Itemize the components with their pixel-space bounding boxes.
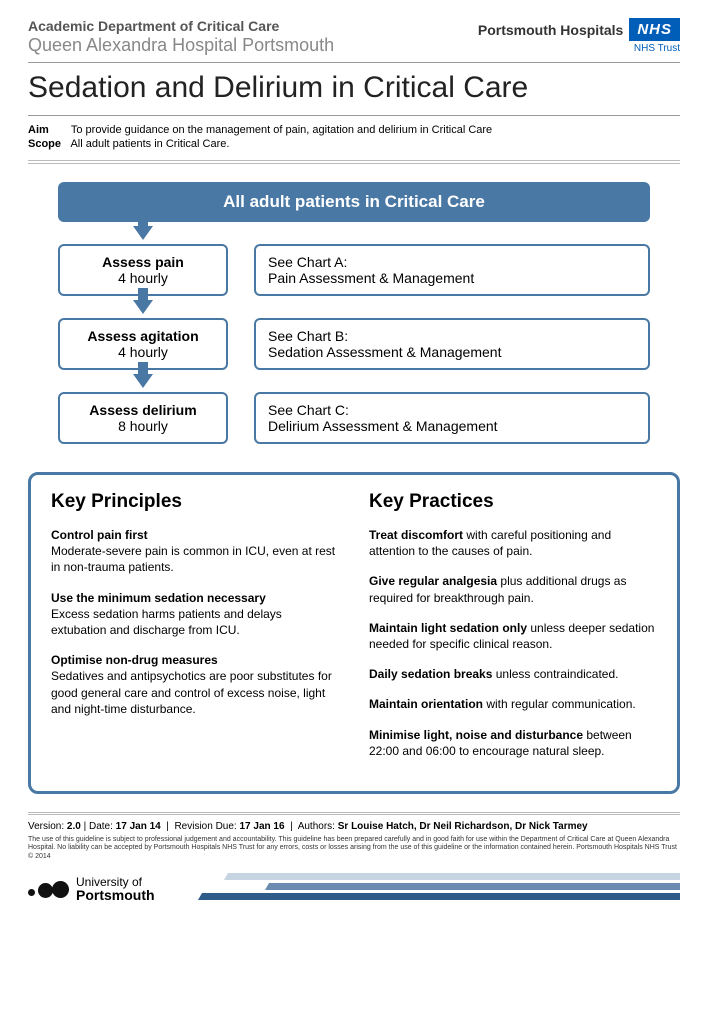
- flowchart: All adult patients in Critical Care Asse…: [28, 182, 680, 444]
- principle-item: Optimise non-drug measures Sedatives and…: [51, 652, 339, 717]
- flow-left-title: Assess pain: [72, 254, 214, 270]
- aim-label: Aim: [28, 124, 68, 136]
- scope-text: All adult patients in Critical Care.: [70, 138, 229, 150]
- document-header: Academic Department of Critical Care Que…: [28, 18, 680, 56]
- flow-right-title: See Chart A:: [268, 254, 636, 270]
- aim-row: Aim To provide guidance on the managemen…: [28, 124, 680, 136]
- key-principles-col: Key Principles Control pain first Modera…: [51, 491, 339, 773]
- flow-right-sub: Pain Assessment & Management: [268, 270, 636, 286]
- divider: [28, 812, 680, 815]
- flow-left-title: Assess delirium: [72, 402, 214, 418]
- key-practices-heading: Key Practices: [369, 491, 657, 513]
- hospital-name: Queen Alexandra Hospital Portsmouth: [28, 35, 334, 56]
- footer-meta: Version: 2.0 | Date: 17 Jan 14 | Revisio…: [28, 821, 680, 832]
- arrow-icon: [133, 226, 153, 240]
- assess-delirium-box: Assess delirium 8 hourly: [58, 392, 228, 444]
- decorative-stripes: [165, 871, 680, 907]
- flow-right-title: See Chart C:: [268, 402, 636, 418]
- footer-bar: University of Portsmouth: [28, 871, 680, 907]
- university-mark-icon: [28, 875, 70, 903]
- practice-item: Give regular analgesia plus additional d…: [369, 573, 657, 605]
- scope-label: Scope: [28, 138, 68, 150]
- arrow-icon: [133, 374, 153, 388]
- uop-line2: Portsmouth: [76, 888, 155, 902]
- practice-item: Minimise light, noise and disturbance be…: [369, 727, 657, 759]
- principle-item: Use the minimum sedation necessary Exces…: [51, 590, 339, 639]
- key-practices-col: Key Practices Treat discomfort with care…: [369, 491, 657, 773]
- document-title: Sedation and Delirium in Critical Care: [28, 63, 680, 115]
- scope-row: Scope All adult patients in Critical Car…: [28, 138, 680, 150]
- flow-right-sub: Delirium Assessment & Management: [268, 418, 636, 434]
- chart-c-box: See Chart C: Delirium Assessment & Manag…: [254, 392, 650, 444]
- trust-name: Portsmouth Hospitals: [478, 22, 623, 38]
- flow-right-sub: Sedation Assessment & Management: [268, 344, 636, 360]
- department-name: Academic Department of Critical Care: [28, 18, 334, 34]
- flow-left-sub: 4 hourly: [72, 270, 214, 286]
- flow-right-title: See Chart B:: [268, 328, 636, 344]
- aim-text: To provide guidance on the management of…: [71, 124, 492, 136]
- flow-left-title: Assess agitation: [72, 328, 214, 344]
- practice-item: Maintain light sedation only unless deep…: [369, 620, 657, 652]
- flow-row: Assess delirium 8 hourly See Chart C: De…: [58, 392, 650, 444]
- chart-a-box: See Chart A: Pain Assessment & Managemen…: [254, 244, 650, 296]
- chart-b-box: See Chart B: Sedation Assessment & Manag…: [254, 318, 650, 370]
- university-logo: University of Portsmouth: [28, 875, 155, 903]
- divider: [28, 160, 680, 164]
- flow-left-sub: 4 hourly: [72, 344, 214, 360]
- nhs-logo: NHS: [629, 18, 680, 41]
- principle-item: Control pain first Moderate-severe pain …: [51, 527, 339, 576]
- practice-item: Maintain orientation with regular commun…: [369, 696, 657, 712]
- flow-left-sub: 8 hourly: [72, 418, 214, 434]
- key-box: Key Principles Control pain first Modera…: [28, 472, 680, 794]
- practice-item: Daily sedation breaks unless contraindic…: [369, 666, 657, 682]
- disclaimer-text: The use of this guideline is subject to …: [28, 836, 680, 861]
- arrow-icon: [133, 300, 153, 314]
- key-principles-heading: Key Principles: [51, 491, 339, 513]
- practice-item: Treat discomfort with careful positionin…: [369, 527, 657, 559]
- trust-subtitle: NHS Trust: [478, 43, 680, 54]
